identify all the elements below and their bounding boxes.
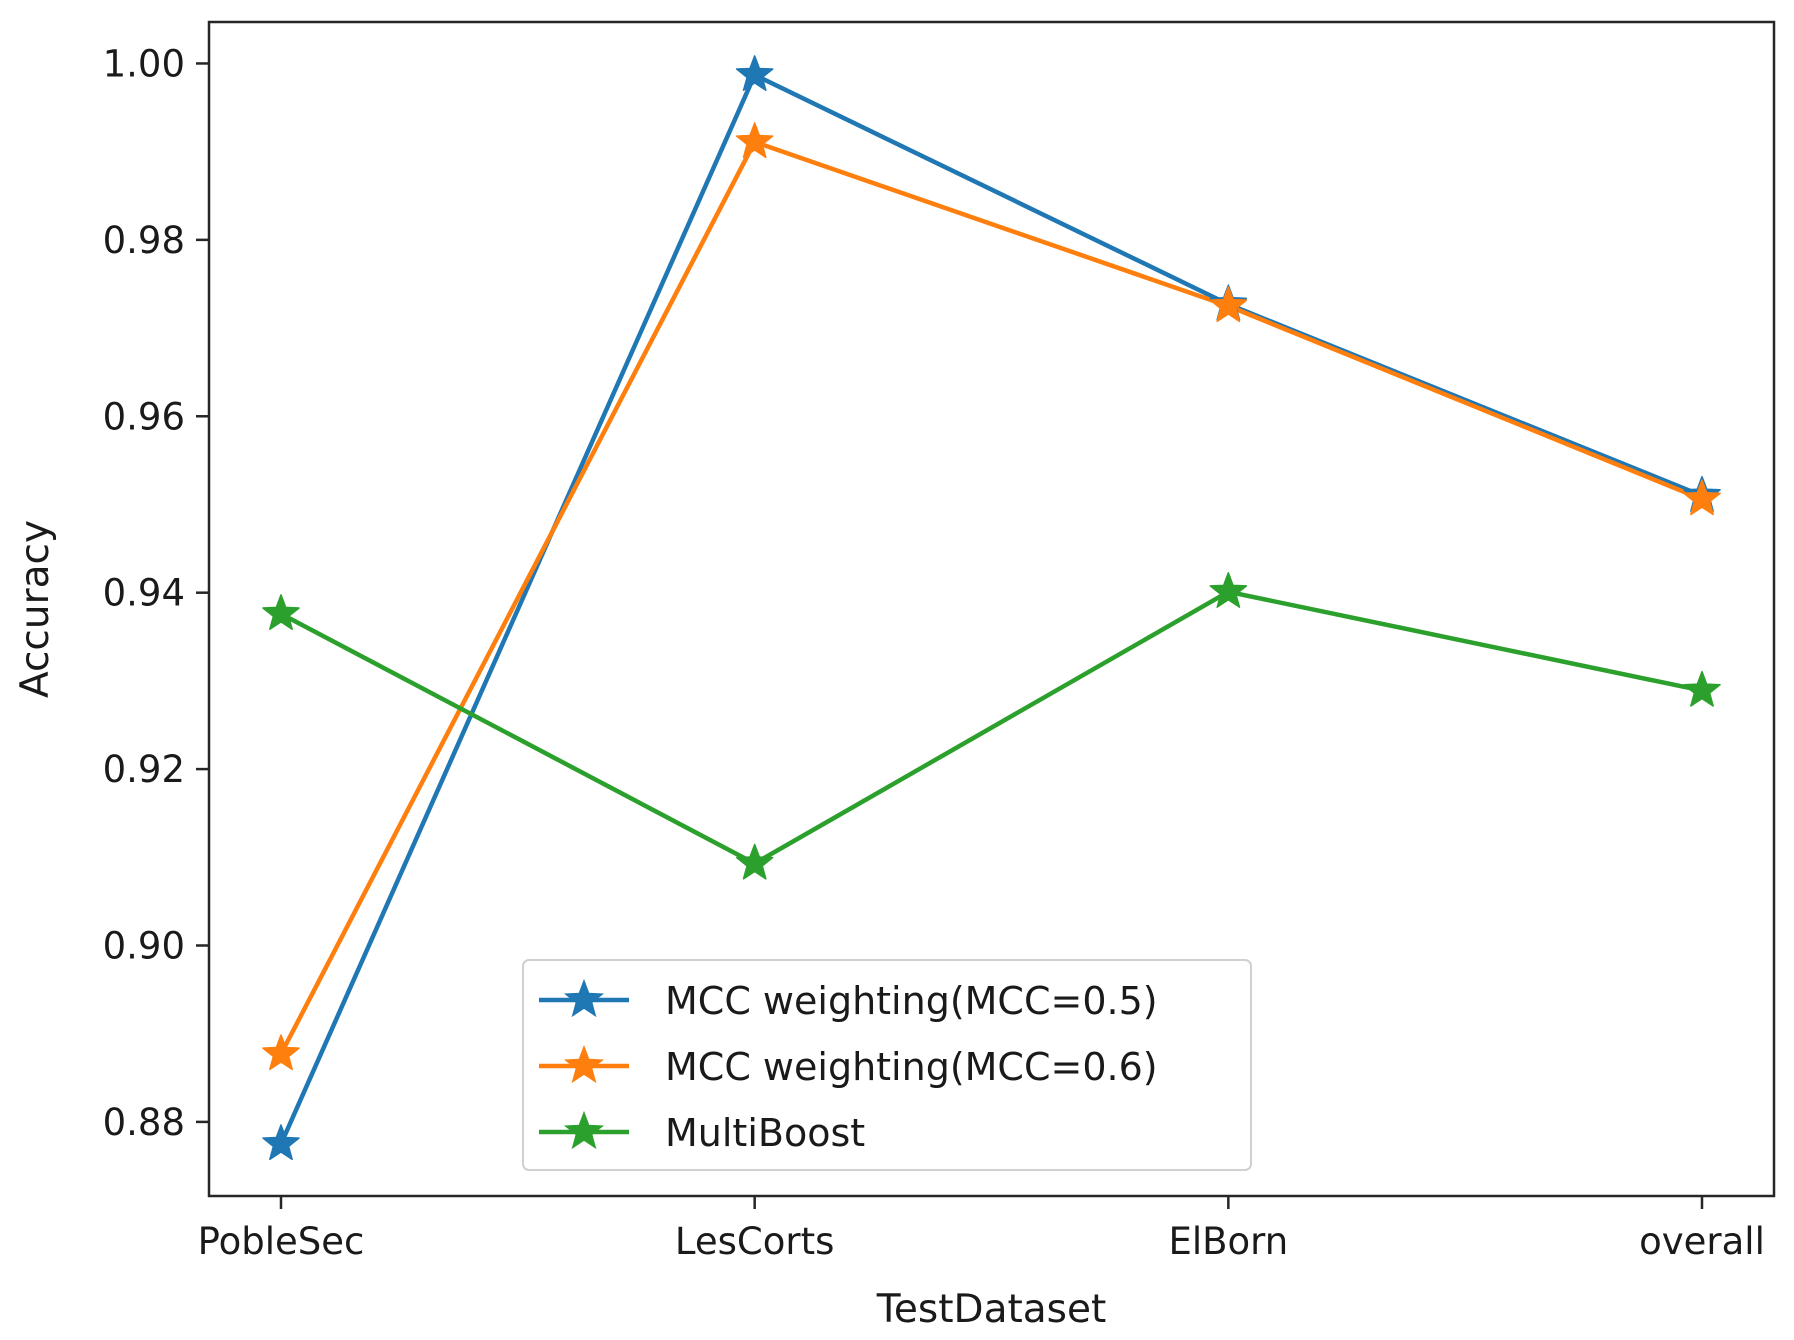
data-point-marker [735, 122, 774, 159]
y-tick-label: 0.96 [103, 395, 185, 438]
data-point-marker [262, 1124, 300, 1161]
data-point-marker [735, 843, 774, 880]
y-tick-label: 0.94 [103, 572, 185, 615]
series-markers [262, 55, 1721, 1161]
y-tick-label: 0.92 [103, 748, 185, 791]
legend-star-icon [563, 978, 605, 1018]
series-lines [278, 72, 1705, 1147]
x-tick-label: LesCorts [675, 1220, 834, 1263]
y-tick-label: 0.98 [103, 219, 185, 262]
data-point-marker [735, 55, 774, 92]
data-point-marker [1683, 670, 1721, 707]
x-tick-label: ElBorn [1168, 1220, 1288, 1263]
x-axis-ticks: PobleSec LesCorts ElBorn overall [198, 1196, 1765, 1263]
series-line-2 [278, 139, 1705, 1057]
series-line-3 [278, 589, 1705, 866]
series-line-1 [278, 72, 1705, 1147]
data-point-marker [262, 594, 300, 630]
y-tick-label: 0.90 [103, 924, 185, 967]
legend-label: MCC weighting(MCC=0.5) [665, 979, 1158, 1023]
x-axis-label: TestDataset [876, 1287, 1107, 1332]
legend-star-icon [563, 1044, 605, 1084]
legend-label: MultiBoost [665, 1111, 865, 1155]
x-tick-label: overall [1639, 1220, 1765, 1263]
legend-star-icon [563, 1110, 605, 1150]
y-axis-label: Accuracy [13, 520, 58, 698]
data-point-marker [262, 1034, 300, 1071]
plot-frame [207, 20, 1776, 1198]
legend-box [522, 959, 1252, 1171]
legend-label: MCC weighting(MCC=0.6) [665, 1045, 1158, 1089]
data-point-marker [1209, 572, 1248, 608]
data-point-marker [1683, 479, 1721, 516]
y-tick-label: 1.00 [103, 42, 185, 85]
y-axis-ticks: 0.88 0.90 0.92 0.94 0.96 0.98 1.00 [103, 42, 209, 1144]
y-tick-label: 0.88 [103, 1101, 185, 1144]
x-tick-label: PobleSec [198, 1220, 365, 1263]
data-point-marker [1209, 286, 1248, 323]
legend: MCC weighting(MCC=0.5) MCC weighting(MCC=… [522, 959, 1252, 1171]
